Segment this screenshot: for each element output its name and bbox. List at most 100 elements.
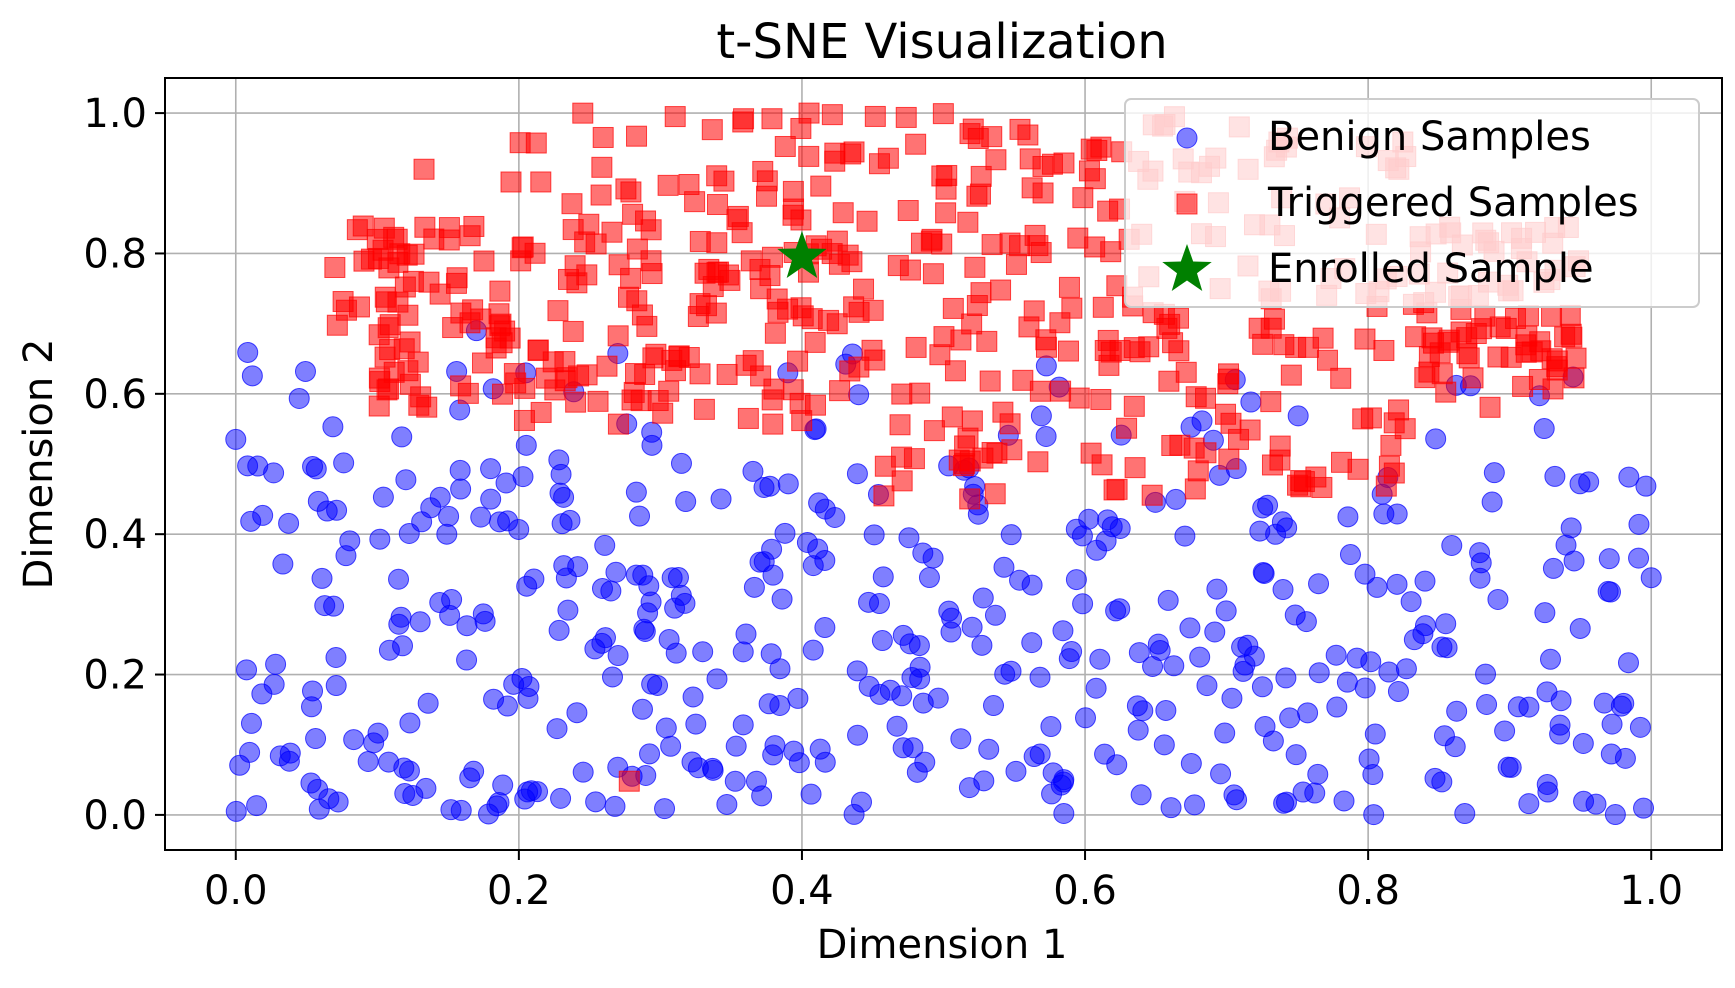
triggered-sample-point [1185, 386, 1207, 408]
benign-sample-point [1542, 557, 1564, 579]
triggered-sample-point [383, 226, 405, 248]
benign-sample-point [550, 787, 572, 809]
benign-sample-point [1412, 623, 1434, 645]
triggered-sample-point [558, 268, 580, 290]
benign-sample-point [1585, 793, 1607, 815]
triggered-sample-point [1565, 347, 1587, 369]
benign-sample-point [1273, 792, 1295, 814]
benign-sample-point [1214, 722, 1236, 744]
benign-sample-point [1053, 803, 1075, 825]
benign-sample-point [1272, 579, 1294, 601]
legend-marker-benign [1176, 127, 1198, 149]
benign-sample-point [1386, 573, 1408, 595]
benign-sample-point [1635, 475, 1657, 497]
benign-sample-point [429, 592, 451, 614]
benign-sample-point [972, 587, 994, 609]
triggered-sample-point [891, 470, 913, 492]
triggered-sample-point [1012, 369, 1034, 391]
benign-sample-point [973, 770, 995, 792]
benign-sample-point [1549, 714, 1571, 736]
benign-sample-point [450, 478, 472, 500]
benign-sample-point [1072, 593, 1094, 615]
triggered-sample-point [1169, 434, 1191, 456]
benign-sample-point [716, 793, 738, 815]
triggered-sample-point [530, 401, 552, 423]
benign-sample-point [706, 668, 728, 690]
triggered-sample-point [1084, 168, 1106, 190]
triggered-sample-point [810, 175, 832, 197]
triggered-sample-point [1072, 187, 1094, 209]
triggered-sample-point [1023, 300, 1045, 322]
benign-sample-point [272, 553, 294, 575]
benign-sample-point [743, 576, 765, 598]
benign-sample-point [450, 799, 472, 821]
benign-sample-point [288, 387, 310, 409]
benign-sample-point [1307, 763, 1329, 785]
triggered-sample-point [450, 375, 472, 397]
triggered-sample-point [935, 202, 957, 224]
benign-sample-point [914, 751, 936, 773]
benign-sample-point [546, 718, 568, 740]
triggered-sample-point [990, 279, 1012, 301]
triggered-sample-point [592, 126, 614, 148]
benign-sample-point [1040, 716, 1062, 738]
benign-sample-point [771, 588, 793, 610]
benign-sample-point [1533, 418, 1555, 440]
triggered-sample-point [657, 174, 679, 196]
benign-sample-point [1563, 550, 1585, 572]
benign-sample-point [483, 688, 505, 710]
benign-sample-point [758, 693, 780, 715]
triggered-sample-point [829, 380, 851, 402]
triggered-sample-point [620, 181, 642, 203]
triggered-sample-point [969, 183, 991, 205]
benign-sample-point [1598, 548, 1620, 570]
triggered-sample-point [1429, 342, 1451, 364]
triggered-sample-point [397, 304, 419, 326]
benign-sample-point [661, 567, 683, 589]
triggered-sample-point [324, 256, 346, 278]
triggered-sample-point [1260, 391, 1282, 413]
benign-sample-point [927, 687, 949, 709]
triggered-sample-point [733, 108, 755, 130]
triggered-sample-point [1041, 153, 1063, 175]
benign-sample-point [724, 770, 746, 792]
triggered-sample-point [1050, 380, 1072, 402]
benign-sample-point [1518, 793, 1540, 815]
triggered-sample-point [897, 200, 919, 222]
triggered-sample-point [473, 250, 495, 272]
benign-sample-point [971, 634, 993, 656]
benign-sample-point [508, 518, 530, 540]
legend-label-benign: Benign Samples [1268, 114, 1591, 160]
triggered-sample-point [472, 352, 494, 374]
benign-sample-point [940, 621, 962, 643]
triggered-sample-point [905, 133, 927, 155]
triggered-sample-point [826, 313, 848, 335]
benign-sample-point [1550, 690, 1572, 712]
triggered-sample-point [1546, 359, 1568, 381]
triggered-sample-point [1512, 375, 1534, 397]
triggered-sample-point [841, 251, 863, 273]
triggered-sample-point [618, 770, 640, 792]
benign-sample-point [229, 754, 251, 776]
x-tick-label: 0.2 [487, 868, 551, 914]
legend-frame [1124, 98, 1700, 308]
triggered-sample-point [1124, 457, 1146, 479]
benign-sample-point [548, 449, 570, 471]
benign-sample-point [802, 639, 824, 661]
triggered-sample-point [1021, 177, 1043, 199]
triggered-sample-point [942, 297, 964, 319]
triggered-sample-point [1027, 451, 1049, 473]
triggered-sample-point [565, 391, 587, 413]
benign-sample-point [388, 568, 410, 590]
triggered-sample-point [948, 449, 970, 471]
triggered-sample-point [1009, 235, 1031, 257]
benign-sample-point [438, 505, 460, 527]
triggered-sample-point [1158, 370, 1180, 392]
benign-sample-point [1180, 416, 1202, 438]
benign-sample-point [557, 599, 579, 621]
triggered-sample-point [959, 488, 981, 510]
triggered-sample-point [561, 193, 583, 215]
benign-sample-point [1354, 677, 1376, 699]
benign-sample-point [1147, 633, 1169, 655]
triggered-sample-point [1462, 367, 1484, 389]
